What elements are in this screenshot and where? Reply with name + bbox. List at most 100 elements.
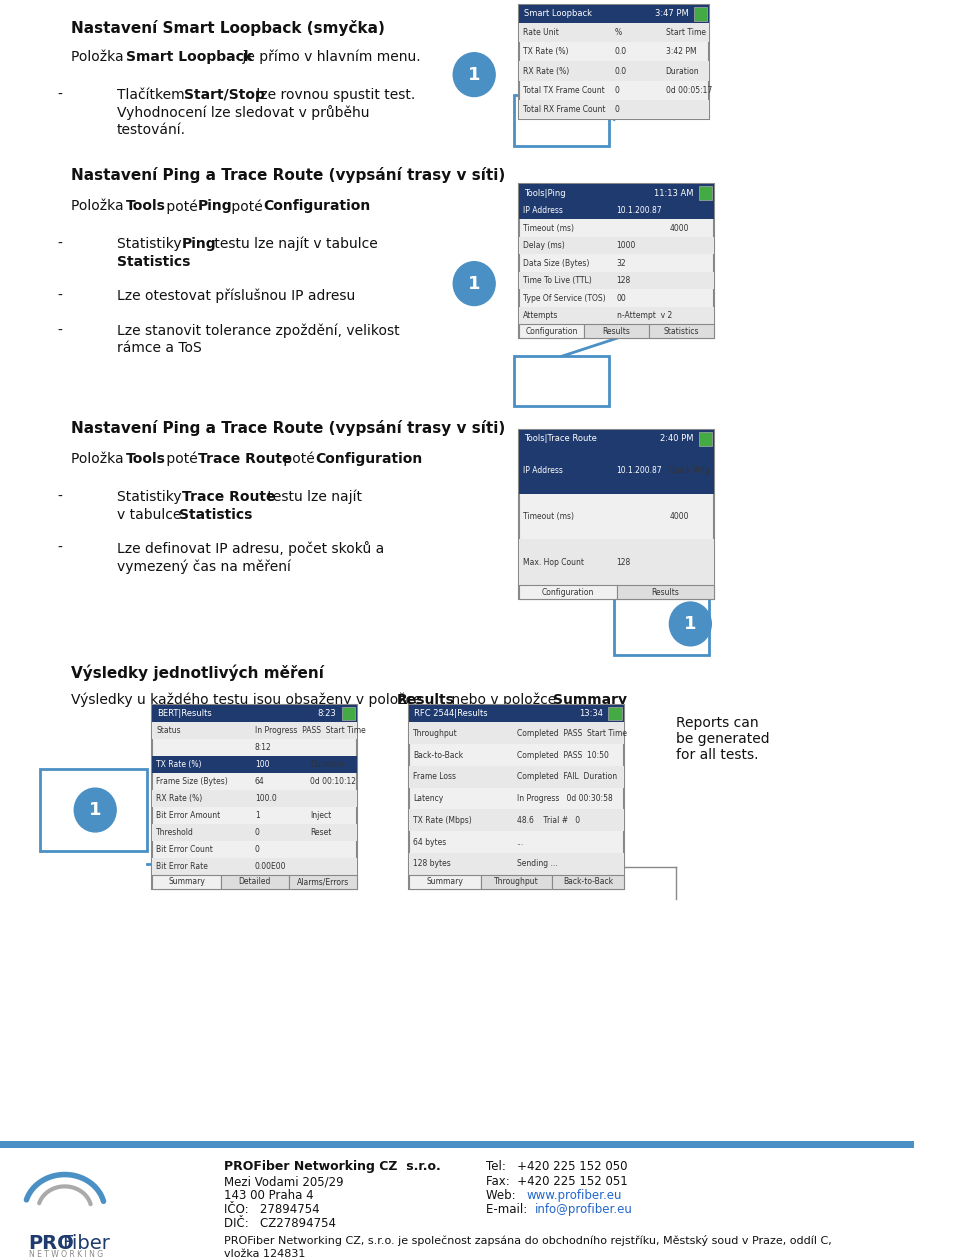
Text: Configuration: Configuration: [525, 326, 578, 336]
Text: -: -: [58, 542, 62, 556]
FancyBboxPatch shape: [519, 202, 714, 219]
Text: Alarms/Errors: Alarms/Errors: [297, 877, 349, 886]
Text: 1: 1: [468, 66, 480, 83]
Text: 48.6    Trial #   0: 48.6 Trial # 0: [516, 815, 580, 825]
Text: Results: Results: [603, 326, 631, 336]
Text: TX Rate (%): TX Rate (%): [156, 760, 202, 770]
FancyBboxPatch shape: [519, 237, 714, 255]
Text: 3:42 PM: 3:42 PM: [665, 48, 696, 57]
FancyBboxPatch shape: [410, 809, 624, 832]
FancyBboxPatch shape: [519, 62, 709, 81]
Text: Tel:   +420 225 152 050: Tel: +420 225 152 050: [486, 1160, 627, 1173]
Text: Smart Loopback: Smart Loopback: [126, 49, 252, 64]
Text: TX Rate (Mbps): TX Rate (Mbps): [413, 815, 472, 825]
Text: 0.00E00: 0.00E00: [254, 862, 286, 871]
Text: 10.1.200.87: 10.1.200.87: [616, 207, 662, 215]
FancyBboxPatch shape: [410, 874, 481, 888]
Text: Threshold: Threshold: [156, 828, 194, 837]
Text: for all tests.: for all tests.: [676, 748, 758, 762]
Text: 128: 128: [616, 558, 631, 567]
FancyBboxPatch shape: [410, 704, 624, 722]
Text: poté: poté: [279, 452, 319, 466]
FancyBboxPatch shape: [552, 874, 624, 888]
Text: Mezi Vodami 205/29: Mezi Vodami 205/29: [224, 1176, 344, 1188]
Text: n-Attempt  v 2: n-Attempt v 2: [616, 311, 672, 320]
Text: Completed  PASS  Start Time: Completed PASS Start Time: [516, 728, 627, 738]
Text: 1000: 1000: [616, 241, 636, 251]
FancyBboxPatch shape: [410, 766, 624, 788]
Text: Results: Results: [652, 587, 680, 596]
Text: Nastavení Smart Loopback (smyčka): Nastavení Smart Loopback (smyčka): [71, 20, 385, 35]
Text: 0d 00:10:12: 0d 00:10:12: [310, 777, 356, 786]
Text: poté: poté: [227, 199, 267, 213]
Text: Bit Error Count: Bit Error Count: [156, 845, 213, 854]
FancyBboxPatch shape: [519, 307, 714, 324]
Text: be generated: be generated: [676, 732, 770, 746]
Text: Výsledky jednotlivých měření: Výsledky jednotlivých měření: [71, 665, 324, 682]
Text: -: -: [58, 490, 62, 504]
FancyBboxPatch shape: [699, 432, 712, 446]
Text: Bit Error Amount: Bit Error Amount: [156, 811, 221, 820]
Text: 1: 1: [254, 811, 259, 820]
FancyBboxPatch shape: [519, 430, 714, 447]
Text: 2:40 PM: 2:40 PM: [660, 435, 693, 444]
FancyBboxPatch shape: [609, 707, 622, 721]
FancyBboxPatch shape: [649, 324, 714, 339]
Text: 1: 1: [468, 275, 480, 292]
Text: Tlačítkem: Tlačítkem: [117, 88, 189, 102]
Text: Tools|Trace Route: Tools|Trace Route: [524, 435, 596, 444]
Text: poté: poté: [162, 199, 202, 213]
Text: TX Rate (%): TX Rate (%): [523, 48, 568, 57]
Text: Položka: Položka: [71, 49, 129, 64]
Text: IP Address: IP Address: [523, 466, 563, 475]
Text: Statistiky: Statistiky: [117, 490, 186, 504]
FancyBboxPatch shape: [616, 585, 714, 598]
Text: 0: 0: [614, 106, 619, 115]
Text: Lze stanovit tolerance zpoždění, velikost: Lze stanovit tolerance zpoždění, velikos…: [117, 324, 399, 338]
Text: 32: 32: [616, 258, 626, 267]
FancyBboxPatch shape: [410, 704, 624, 888]
FancyBboxPatch shape: [153, 824, 357, 840]
Text: 0: 0: [254, 828, 259, 837]
Text: Throughput: Throughput: [413, 728, 458, 738]
Text: Trace Route: Trace Route: [198, 452, 292, 466]
FancyBboxPatch shape: [153, 858, 357, 874]
FancyBboxPatch shape: [519, 447, 714, 494]
Text: Timeout (ms): Timeout (ms): [523, 512, 574, 520]
Circle shape: [453, 53, 495, 97]
Text: 100: 100: [254, 760, 269, 770]
Text: Inject: Inject: [310, 811, 331, 820]
Text: 1: 1: [684, 615, 697, 633]
FancyBboxPatch shape: [153, 874, 221, 888]
Text: 0d 00:05:17: 0d 00:05:17: [665, 86, 712, 94]
Text: %: %: [614, 28, 621, 37]
FancyBboxPatch shape: [410, 722, 624, 745]
Text: Duration: Duration: [310, 760, 344, 770]
Text: testování.: testování.: [117, 123, 186, 137]
FancyBboxPatch shape: [519, 202, 714, 219]
FancyBboxPatch shape: [519, 272, 714, 290]
Text: Attempts: Attempts: [523, 311, 558, 320]
Text: Fiber: Fiber: [61, 1234, 109, 1252]
Circle shape: [453, 262, 495, 305]
FancyBboxPatch shape: [519, 430, 714, 598]
Text: Reset: Reset: [310, 828, 331, 837]
Text: 00: 00: [616, 294, 626, 302]
Text: Statistics: Statistics: [179, 508, 252, 522]
Text: Web:: Web:: [486, 1189, 523, 1202]
Text: 64: 64: [254, 777, 264, 786]
Text: Tools|Ping: Tools|Ping: [524, 189, 565, 198]
Text: Summary: Summary: [168, 877, 204, 886]
Text: Tools: Tools: [126, 452, 165, 466]
FancyBboxPatch shape: [519, 324, 584, 339]
Text: ...: ...: [516, 838, 524, 847]
Text: N E T W O R K I N G: N E T W O R K I N G: [29, 1250, 103, 1259]
Text: Detailed: Detailed: [238, 877, 271, 886]
Text: 8:23: 8:23: [318, 709, 336, 718]
Text: Latency: Latency: [413, 794, 444, 803]
Text: 64 bytes: 64 bytes: [413, 838, 446, 847]
Text: Bit Error Rate: Bit Error Rate: [156, 862, 208, 871]
Text: -: -: [58, 324, 62, 338]
Text: Max. Hop Count: Max. Hop Count: [523, 558, 584, 567]
FancyBboxPatch shape: [410, 853, 624, 874]
